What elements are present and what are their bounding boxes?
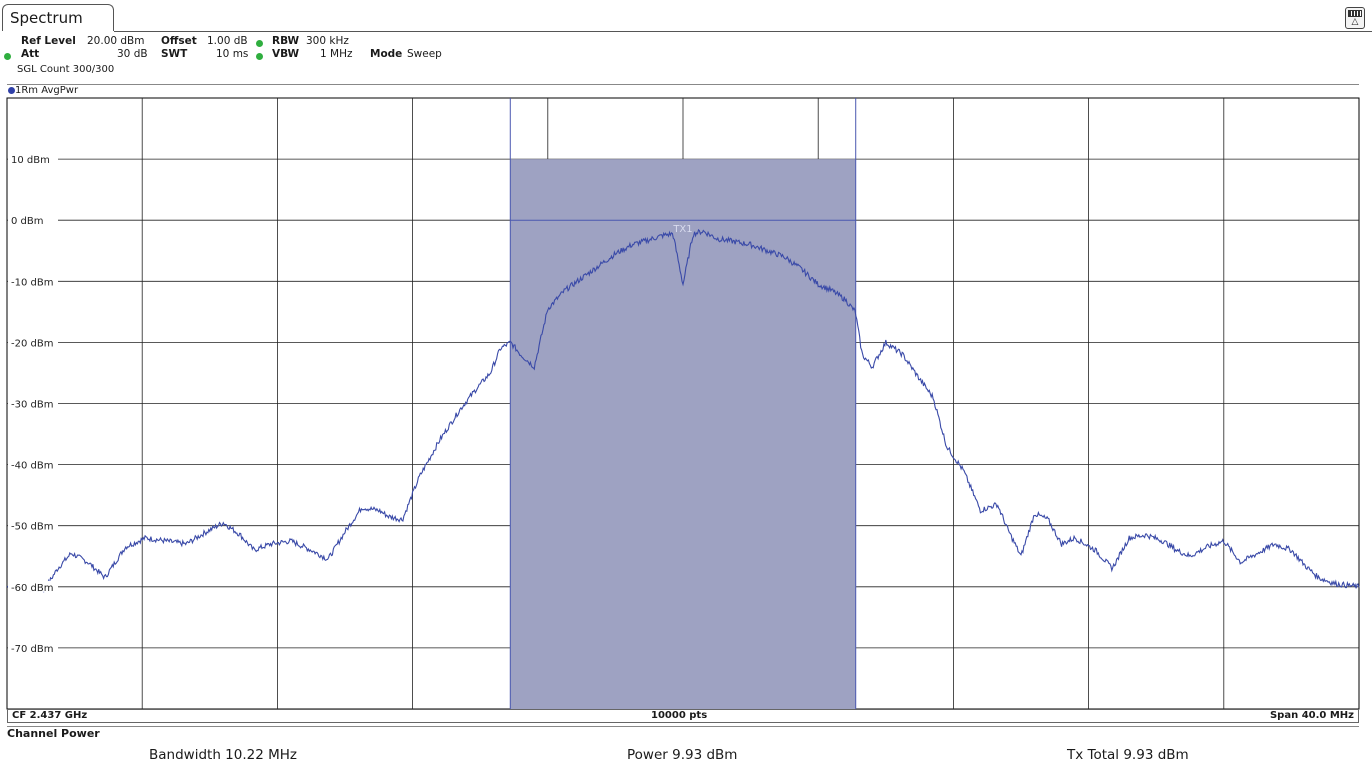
bar-graph-glyph [1348, 10, 1362, 17]
y-tick-bg [8, 458, 58, 470]
att-status-dot [4, 53, 11, 60]
trace-label: 1Rm AvgPwr [15, 85, 79, 96]
ref-level-title: Ref Level [21, 35, 76, 47]
y-tick-label: -70 dBm [11, 644, 53, 655]
y-tick-label: -40 dBm [11, 461, 53, 472]
y-tick-bg [8, 214, 58, 226]
center-frequency: CF 2.437 GHz [12, 710, 88, 721]
y-tick-label: -30 dBm [11, 400, 53, 411]
mode-title: Mode [370, 48, 403, 60]
att-label: Att [21, 48, 39, 60]
swt-label: SWT [161, 48, 187, 60]
plot-footer: CF 2.437 GHz 10000 pts Span 40.0 MHz [7, 709, 1359, 723]
channel-bar: TX1 [509, 98, 857, 710]
vbw-title: VBW [272, 48, 300, 60]
vbw-value: 1 MHz [320, 48, 353, 60]
rbw-value: 300 kHz [306, 35, 349, 47]
att-value: 30 dB [117, 48, 148, 60]
sweep-points: 10000 pts [651, 710, 708, 721]
mode-value: Sweep [407, 48, 442, 60]
y-tick-bg [8, 397, 58, 409]
swt-title: SWT [161, 48, 188, 60]
tab-underline [114, 31, 1372, 32]
rbw-label: RBW [272, 35, 299, 47]
rbw-title: RBW [272, 35, 300, 47]
offset-title: Offset [161, 35, 197, 47]
ref-level-label: Ref Level [21, 35, 76, 47]
y-tick-bg [8, 580, 58, 592]
channel-power-panel: Channel Power Bandwidth 10.22 MHz Power … [7, 726, 1359, 766]
y-tick-label: 0 dBm [11, 216, 44, 227]
tx-total-result: Tx Total 9.93 dBm [1067, 747, 1189, 763]
span-value: Span 40.0 MHz [1269, 710, 1354, 721]
ref-level-value: 20.00 dBm [87, 35, 145, 47]
spectrum-plot[interactable]: TX1 10 dBm 0 dBm -10 dBm -20 dBm -30 dBm -40 … [0, 96, 1372, 710]
vbw-status-dot [256, 53, 263, 60]
channel-fill [510, 159, 856, 710]
sgl-count: SGL Count 300/300 [17, 64, 115, 75]
y-tick-bg [8, 641, 58, 653]
y-tick-bg [8, 519, 58, 531]
bandwidth-result: Bandwidth 10.22 MHz [149, 747, 297, 763]
channel-label: TX1 [672, 224, 692, 235]
y-tick-bg [8, 336, 58, 348]
swt-value: 10 ms [216, 48, 249, 60]
trace-dot-icon [8, 87, 15, 94]
channel-power-title: Channel Power [7, 727, 100, 740]
tab-spectrum-label: Spectrum [10, 9, 83, 27]
y-tick-label: -60 dBm [11, 583, 53, 594]
vbw-label: VBW [272, 48, 299, 60]
mode-label: Mode [370, 48, 402, 60]
power-result: Power 9.93 dBm [627, 747, 738, 763]
y-tick-label: -10 dBm [11, 277, 53, 288]
att-title: Att [21, 48, 40, 60]
trace-line [6, 228, 1360, 593]
rbw-status-dot [256, 40, 263, 47]
y-tick-bg [8, 275, 58, 287]
y-tick-label: 10 dBm [11, 155, 50, 166]
offset-label: Offset [161, 35, 197, 47]
display-config-icon[interactable]: △ [1345, 7, 1365, 29]
y-tick-label: -50 dBm [11, 522, 53, 533]
offset-value: 1.00 dB [207, 35, 248, 47]
trace-label-bar[interactable]: 1Rm AvgPwr [7, 84, 1359, 96]
y-tick-bg [8, 153, 58, 165]
y-axis-labels: 10 dBm 0 dBm -10 dBm -20 dBm -30 dBm -40 dBm -… [8, 153, 58, 655]
trace [6, 228, 1360, 593]
tab-spectrum[interactable]: Spectrum [2, 4, 114, 31]
y-tick-label: -20 dBm [11, 338, 53, 349]
